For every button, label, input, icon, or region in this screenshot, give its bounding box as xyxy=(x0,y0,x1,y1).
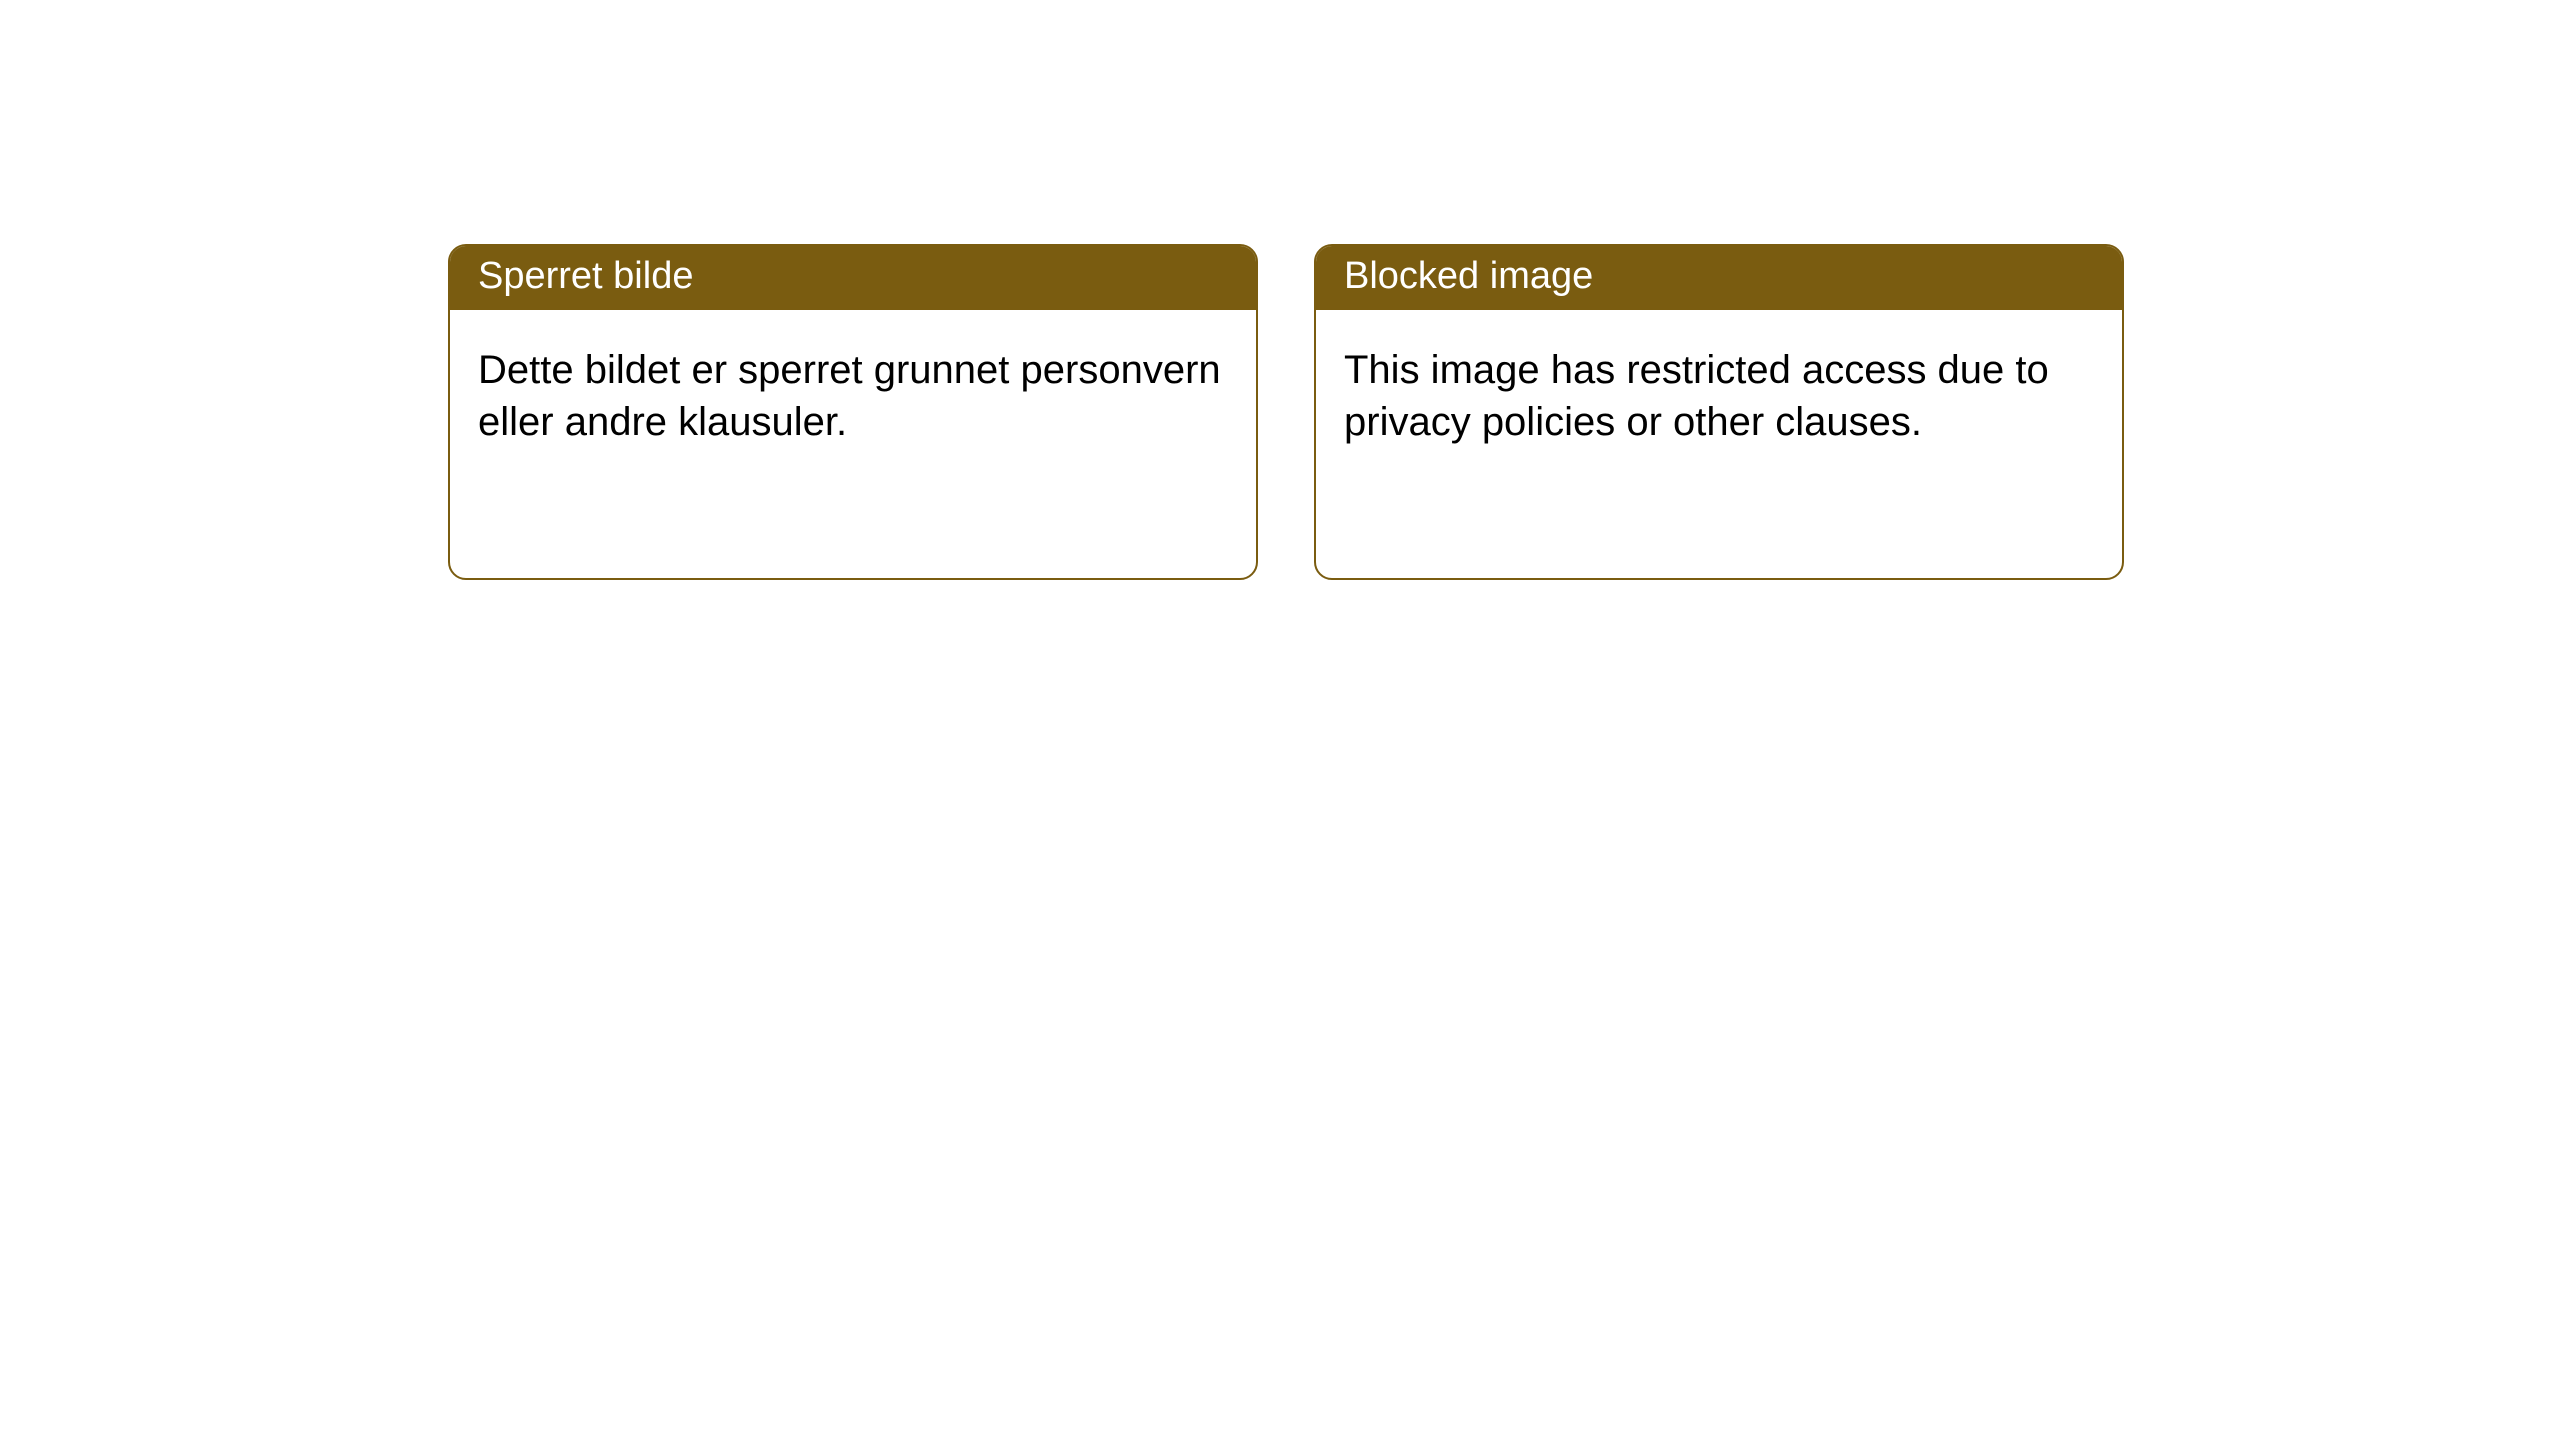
notice-container: Sperret bilde Dette bildet er sperret gr… xyxy=(0,0,2560,580)
card-title-en: Blocked image xyxy=(1316,246,2122,310)
card-body-en: This image has restricted access due to … xyxy=(1316,310,2122,484)
blocked-image-card-en: Blocked image This image has restricted … xyxy=(1314,244,2124,580)
blocked-image-card-no: Sperret bilde Dette bildet er sperret gr… xyxy=(448,244,1258,580)
card-title-no: Sperret bilde xyxy=(450,246,1256,310)
card-body-no: Dette bildet er sperret grunnet personve… xyxy=(450,310,1256,484)
